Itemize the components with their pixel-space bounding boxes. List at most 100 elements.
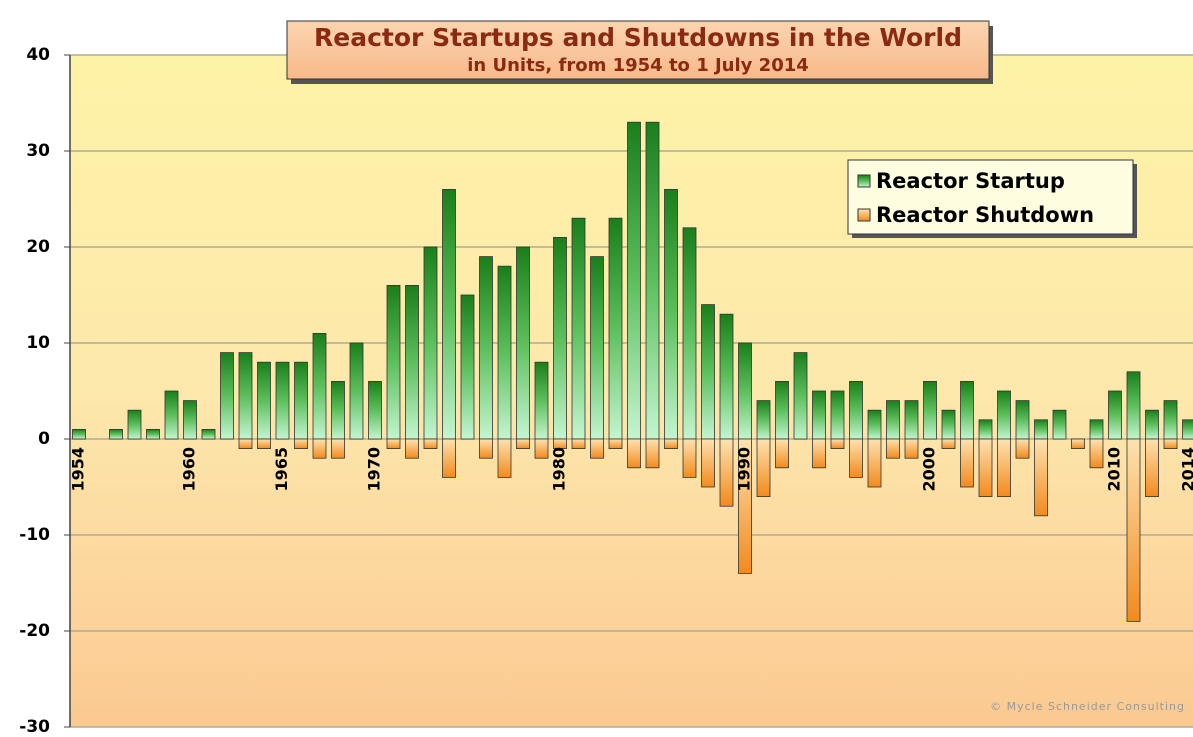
bar bbox=[184, 401, 197, 439]
bar bbox=[73, 429, 86, 439]
y-tick-label: 0 bbox=[38, 429, 50, 449]
bar bbox=[276, 362, 289, 439]
x-tick-label: 1980 bbox=[550, 447, 569, 492]
bar bbox=[961, 439, 974, 487]
bar bbox=[332, 381, 345, 439]
bar bbox=[1072, 439, 1085, 449]
bar bbox=[295, 439, 308, 449]
bar bbox=[831, 391, 844, 439]
bar bbox=[572, 218, 585, 439]
bar bbox=[110, 429, 123, 439]
legend-label: Reactor Shutdown bbox=[876, 203, 1094, 227]
bar bbox=[1053, 410, 1066, 439]
bar bbox=[924, 381, 937, 439]
bar bbox=[239, 353, 252, 439]
x-tick-label: 1960 bbox=[180, 447, 199, 492]
bar bbox=[979, 439, 992, 497]
bar bbox=[813, 391, 826, 439]
bar bbox=[757, 439, 770, 497]
bar bbox=[1164, 439, 1177, 449]
x-tick-label: 2010 bbox=[1105, 447, 1124, 492]
bar bbox=[1127, 372, 1140, 439]
bar bbox=[979, 420, 992, 439]
bar bbox=[720, 314, 733, 439]
bar bbox=[480, 439, 493, 458]
bar bbox=[258, 439, 271, 449]
bar bbox=[905, 401, 918, 439]
bar bbox=[572, 439, 585, 449]
bar bbox=[887, 439, 900, 458]
bar bbox=[850, 439, 863, 477]
bar bbox=[1035, 439, 1048, 516]
bar bbox=[498, 439, 511, 477]
bar bbox=[776, 381, 789, 439]
legend-swatch bbox=[858, 175, 870, 187]
bar bbox=[128, 410, 141, 439]
bar bbox=[850, 381, 863, 439]
bar bbox=[905, 439, 918, 458]
bar bbox=[1183, 420, 1193, 439]
bar bbox=[147, 429, 160, 439]
bar bbox=[313, 333, 326, 439]
bar bbox=[202, 429, 215, 439]
bar bbox=[998, 391, 1011, 439]
bar bbox=[295, 362, 308, 439]
bar bbox=[1146, 410, 1159, 439]
bar bbox=[239, 439, 252, 449]
bar bbox=[942, 439, 955, 449]
x-tick-label: 1954 bbox=[69, 447, 88, 492]
bar bbox=[683, 439, 696, 477]
bar bbox=[628, 122, 641, 439]
y-tick-label: 10 bbox=[26, 333, 50, 353]
bar bbox=[424, 247, 437, 439]
bar bbox=[369, 381, 382, 439]
legend-label: Reactor Startup bbox=[876, 169, 1065, 193]
bar bbox=[387, 285, 400, 439]
bar bbox=[887, 401, 900, 439]
bar bbox=[757, 401, 770, 439]
bar bbox=[498, 266, 511, 439]
bar bbox=[535, 362, 548, 439]
bar bbox=[313, 439, 326, 458]
bar bbox=[831, 439, 844, 449]
bar bbox=[739, 343, 752, 439]
bar bbox=[609, 218, 622, 439]
x-tick-label: 1990 bbox=[735, 447, 754, 492]
bar bbox=[683, 228, 696, 439]
x-tick-label: 1965 bbox=[272, 447, 291, 492]
bar bbox=[424, 439, 437, 449]
bar bbox=[443, 189, 456, 439]
x-tick-label: 2000 bbox=[920, 447, 939, 492]
chart-subtitle: in Units, from 1954 to 1 July 2014 bbox=[467, 55, 809, 76]
bar bbox=[665, 439, 678, 449]
bar bbox=[165, 391, 178, 439]
bar bbox=[1035, 420, 1048, 439]
bar bbox=[1127, 439, 1140, 621]
bar bbox=[998, 439, 1011, 497]
bar bbox=[609, 439, 622, 449]
bar bbox=[942, 410, 955, 439]
bar bbox=[1164, 401, 1177, 439]
bar bbox=[332, 439, 345, 458]
bar bbox=[646, 439, 659, 468]
bar bbox=[406, 439, 419, 458]
bar bbox=[443, 439, 456, 477]
bar bbox=[702, 439, 715, 487]
bar bbox=[387, 439, 400, 449]
bar bbox=[1146, 439, 1159, 497]
bar bbox=[258, 362, 271, 439]
bar bbox=[1016, 401, 1029, 439]
y-tick-label: -20 bbox=[19, 621, 50, 641]
bar bbox=[794, 353, 807, 439]
bar bbox=[591, 257, 604, 439]
bar bbox=[535, 439, 548, 458]
bar bbox=[591, 439, 604, 458]
y-tick-label: -10 bbox=[19, 525, 50, 545]
chart-title: Reactor Startups and Shutdowns in the Wo… bbox=[314, 23, 962, 52]
bar bbox=[628, 439, 641, 468]
y-tick-label: -30 bbox=[19, 717, 50, 733]
copyright: © Mycle Schneider Consulting bbox=[990, 700, 1185, 713]
y-tick-label: 20 bbox=[26, 237, 50, 257]
bar bbox=[646, 122, 659, 439]
